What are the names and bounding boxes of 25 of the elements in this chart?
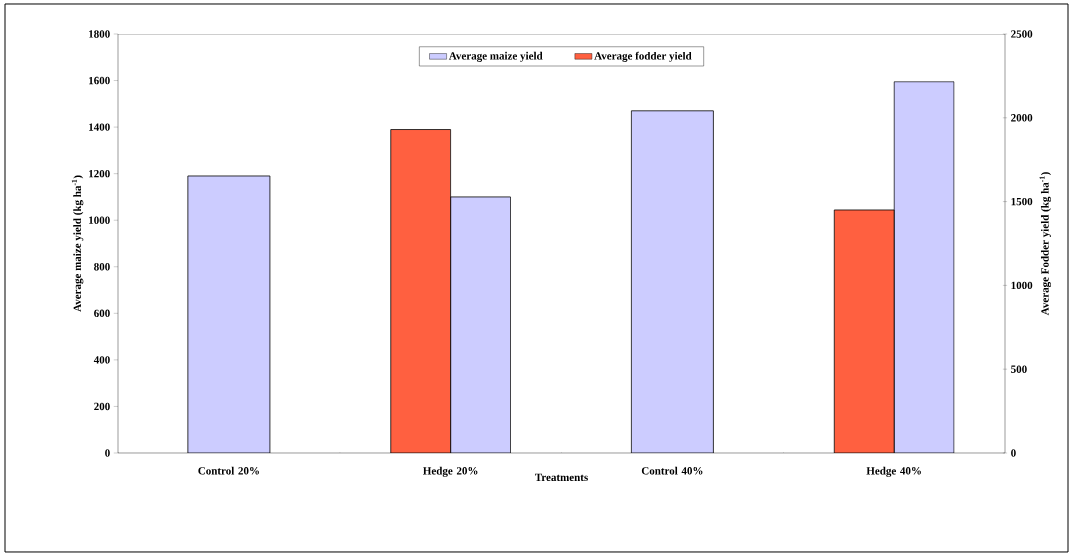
y2-tick-label: 2000 <box>1011 114 1033 122</box>
y2-tick-label: 2500 <box>1011 30 1033 38</box>
x-tick-label: Control 20% <box>198 466 259 475</box>
y2-tick-label: 500 <box>1011 365 1027 373</box>
y-tick-label: 800 <box>94 263 110 271</box>
y-axis-title: Average maize yield (kg ha$^{-1}$) <box>71 175 84 312</box>
y-tick-label: 0 <box>105 449 110 457</box>
x-tick-label: Hedge 40% <box>866 466 921 477</box>
legend-label: Average fodder yield <box>594 51 692 62</box>
y-tick-label: 1400 <box>89 123 110 131</box>
x-tick-label: Control 40% <box>641 466 703 475</box>
y-tick-label: 1000 <box>89 216 110 224</box>
y-tick-label: 1600 <box>89 76 110 85</box>
y2-axis-title: Average Fodder yield (kg ha$^{-1}$) <box>1039 172 1052 316</box>
y-tick-label: 600 <box>94 309 110 318</box>
y2-tick-label: 0 <box>1011 449 1016 457</box>
x-axis-title: Treatments <box>535 473 588 482</box>
y-tick-label: 1800 <box>89 30 110 38</box>
y2-tick-label: 1000 <box>1011 281 1033 290</box>
legend-label: Average maize yield <box>448 51 543 62</box>
y-tick-label: 1200 <box>89 169 110 178</box>
y-tick-label: 400 <box>93 356 110 364</box>
x-tick-label: Hedge 20% <box>423 466 478 477</box>
y2-tick-label: 1500 <box>1011 197 1033 206</box>
y-tick-label: 200 <box>94 402 110 411</box>
